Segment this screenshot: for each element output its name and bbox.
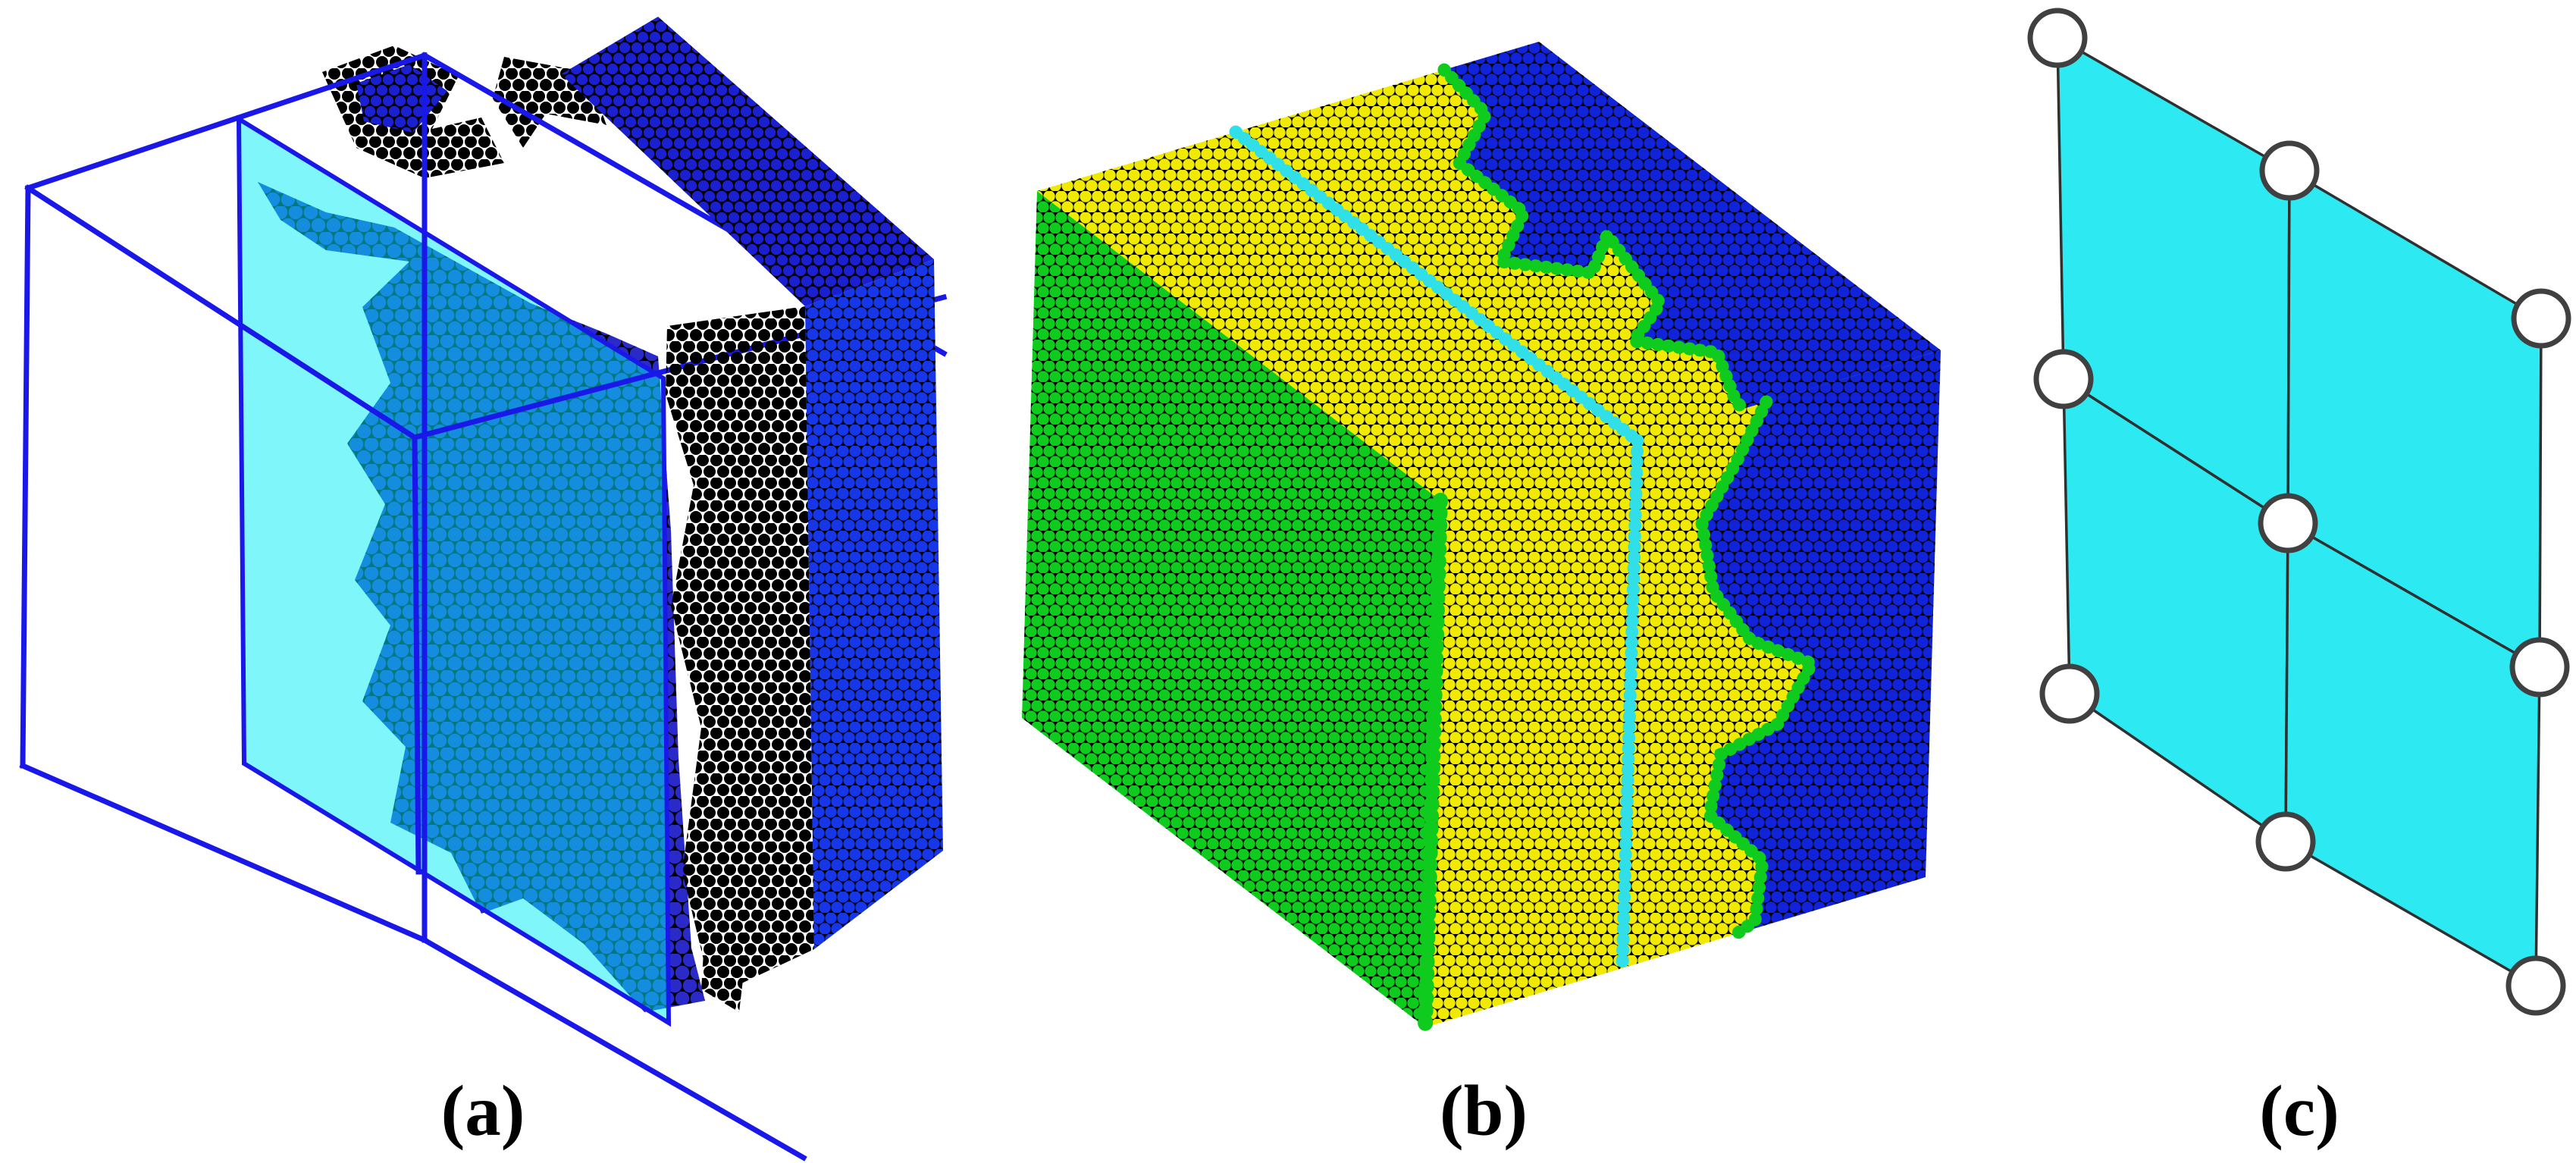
- voxel-block: [561, 17, 943, 997]
- front-left-edge-green-dots: [1418, 493, 1448, 1035]
- mesh-node: [2255, 811, 2316, 872]
- mesh-node: [2505, 955, 2566, 1016]
- wireframe-bottom-right-edge: [421, 936, 807, 1161]
- voxel-block-top-face: [561, 17, 934, 306]
- mesh-node: [2258, 493, 2318, 553]
- panel-a: [19, 17, 948, 1161]
- cube-top-face-blue-region: [1444, 42, 1941, 409]
- front-face-cyan-stripe: [1615, 434, 1644, 975]
- front-face-green-border-dots: [1695, 395, 1822, 941]
- panel-c-label: (c): [2259, 1071, 2339, 1151]
- voxel-block-front-face: [805, 259, 943, 949]
- mesh-node: [2027, 8, 2088, 68]
- cutting-plane: [236, 114, 672, 1027]
- cube-left-face: [1022, 191, 1440, 1027]
- mesh-node: [2039, 663, 2100, 724]
- mesh-node: [2509, 637, 2570, 697]
- panel-b: [1022, 42, 1941, 1035]
- panel-b-label: (b): [1440, 1071, 1528, 1151]
- mesh-node: [2511, 288, 2571, 349]
- mesh-node: [2033, 349, 2094, 409]
- top-face-green-border-dots: [1437, 63, 1750, 415]
- panel-a-label: (a): [441, 1071, 525, 1151]
- wireframe-left-vertical-edge: [20, 185, 31, 769]
- wireframe-back-vertical-edge: [412, 434, 421, 875]
- top-face-cyan-stripe: [1229, 125, 1644, 447]
- wireframe-back-top-left-edge: [24, 184, 418, 441]
- cube-front-face-blue-region: [1702, 350, 1941, 934]
- panel-c: [2027, 8, 2571, 1016]
- voxel-block-cut-silhouette: [666, 306, 814, 997]
- wireframe-top-left-edge: [24, 52, 428, 192]
- wireframe-bottom-left-edge: [19, 762, 428, 944]
- mesh-node: [2259, 140, 2320, 201]
